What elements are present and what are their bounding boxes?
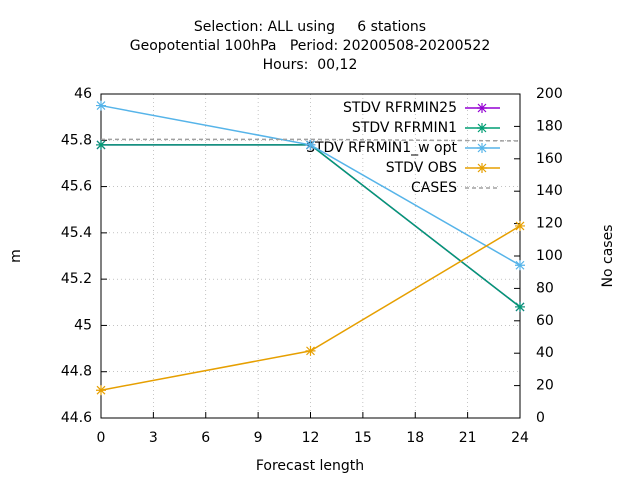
y2-tick-label: 80 — [536, 280, 554, 296]
x-tick-label: 3 — [149, 430, 158, 446]
y2-tick-label: 60 — [536, 313, 554, 329]
series-line — [100, 104, 521, 266]
legend-marker — [477, 103, 487, 113]
y-tick-label: 45.4 — [61, 225, 92, 241]
y-axis-label: m — [8, 249, 24, 263]
y-tick-label: 45.2 — [61, 271, 92, 287]
series-marker — [96, 385, 106, 396]
y-tick-label: 44.6 — [61, 410, 92, 426]
chart-title: Selection: ALL using 6 stations — [194, 19, 426, 35]
x-tick-label: 24 — [511, 430, 529, 446]
x-tick-label: 12 — [302, 430, 320, 446]
x-axis-label: Forecast length — [256, 458, 364, 474]
y2-tick-label: 160 — [536, 151, 563, 167]
series-marker — [96, 100, 106, 111]
y2-tick-label: 140 — [536, 183, 563, 199]
y2-axis-label: No cases — [600, 225, 616, 288]
y2-tick-label: 20 — [536, 378, 554, 394]
y2-tick-label: 120 — [536, 216, 563, 232]
series-marker — [515, 301, 525, 312]
x-tick-label: 0 — [97, 430, 106, 446]
chart-title: Geopotential 100hPa Period: 20200508-202… — [130, 38, 490, 54]
x-tick-label: 6 — [201, 430, 210, 446]
legend-label: STDV OBS — [386, 160, 457, 176]
chart-title: Hours: 00,12 — [263, 57, 358, 73]
legend-marker — [477, 123, 487, 133]
y-tick-label: 44.8 — [61, 364, 92, 380]
series-marker — [305, 139, 316, 150]
y-tick-label: 45.8 — [61, 132, 92, 148]
legend-label: STDV RFRMIN25 — [343, 100, 457, 116]
series-marker — [515, 220, 525, 231]
y-tick-label: 45 — [74, 317, 92, 333]
legend-label: STDV RFRMIN1_w opt — [306, 140, 457, 156]
plot-border — [100, 93, 521, 419]
legend-label: STDV RFRMIN1 — [352, 120, 457, 136]
legend-label: CASES — [411, 180, 457, 196]
y2-tick-label: 180 — [536, 118, 563, 134]
legend-marker — [477, 143, 487, 153]
y2-tick-label: 0 — [536, 410, 545, 426]
y2-tick-label: 100 — [536, 248, 563, 264]
x-tick-label: 15 — [354, 430, 372, 446]
y-tick-label: 45.6 — [61, 179, 92, 195]
series-marker — [305, 345, 316, 356]
series-marker — [96, 139, 106, 150]
x-tick-label: 9 — [254, 430, 263, 446]
x-tick-label: 18 — [406, 430, 424, 446]
y-tick-label: 46 — [74, 86, 92, 102]
y2-tick-label: 40 — [536, 345, 554, 361]
series-marker — [515, 260, 525, 271]
y2-tick-label: 200 — [536, 86, 563, 102]
legend-marker — [477, 163, 487, 173]
x-tick-label: 21 — [459, 430, 477, 446]
